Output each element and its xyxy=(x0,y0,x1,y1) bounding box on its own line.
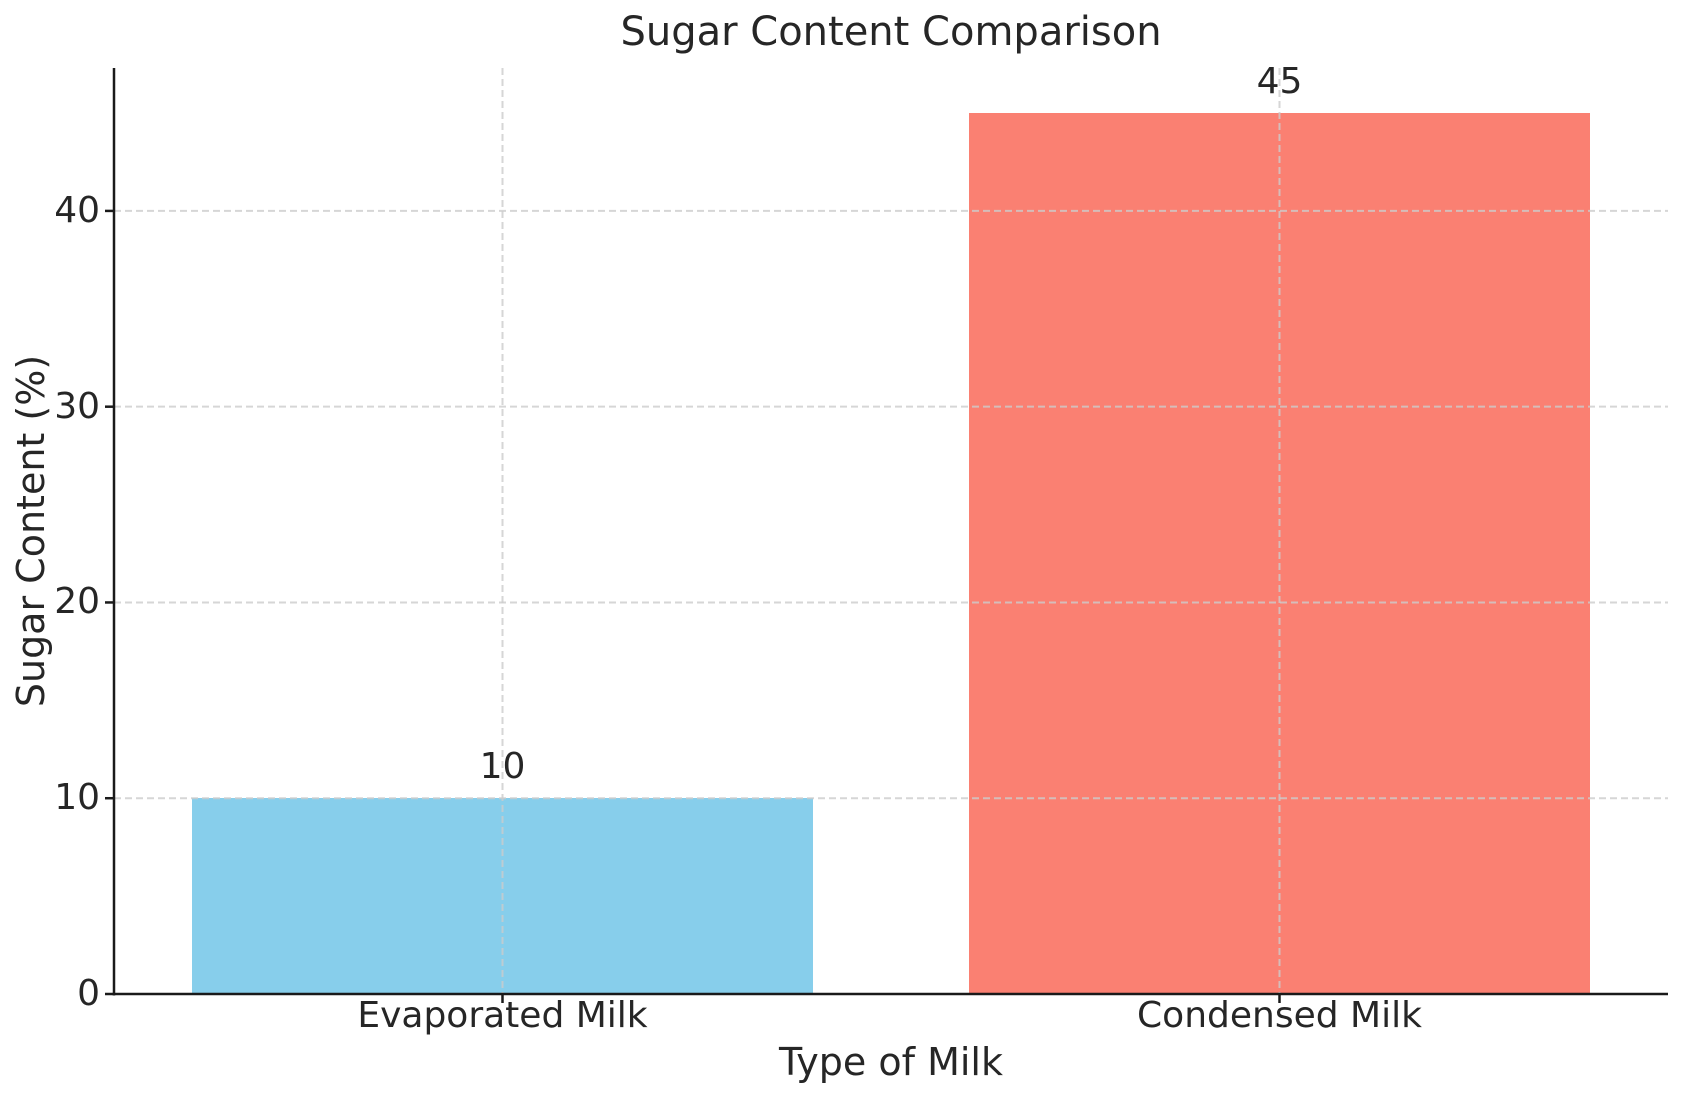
y-tick-label: 40 xyxy=(54,189,100,231)
chart-title: Sugar Content Comparison xyxy=(620,9,1162,55)
bar-value-label: 10 xyxy=(479,746,526,788)
y-tick-label: 20 xyxy=(54,581,100,623)
x-axis-label: Type of Milk xyxy=(779,1040,1003,1084)
y-tick-label: 0 xyxy=(77,973,100,1014)
x-tick-label-condensed-milk: Condensed Milk xyxy=(1137,995,1422,1036)
bar-value-label: 45 xyxy=(1256,61,1303,103)
y-axis-label: Sugar Content (%) xyxy=(9,354,53,708)
y-tick-label: 10 xyxy=(54,777,100,819)
y-tick-label: 30 xyxy=(54,385,100,427)
x-tick-label-evaporated-milk: Evaporated Milk xyxy=(357,995,648,1036)
